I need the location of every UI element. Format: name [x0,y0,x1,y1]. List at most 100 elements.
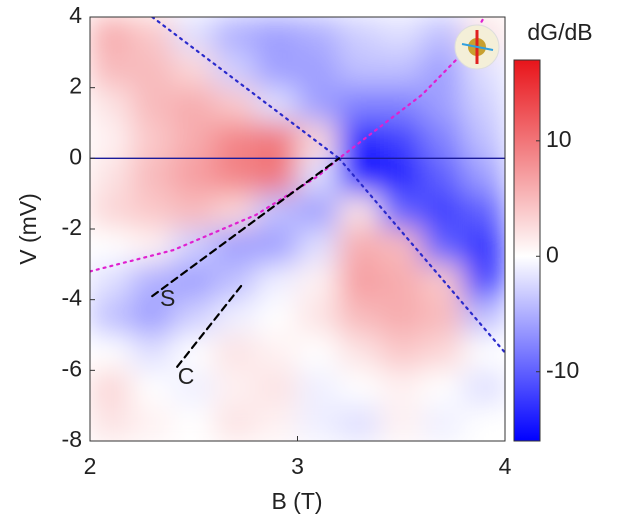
heat-cell [463,263,505,301]
heat-cell [172,17,215,53]
heat-cell [214,51,257,89]
heat-cell [421,87,464,124]
heat-cell [131,299,174,336]
heat-cell [131,122,174,159]
overlay-line [337,157,505,354]
colorbar [513,59,541,442]
heat-cell [214,87,257,124]
heat-cell [380,87,423,124]
heat-cell [255,405,298,441]
heat-cell [297,405,340,441]
heat-cell [297,51,340,89]
heat-cell [297,369,340,407]
heat-cell [131,51,174,89]
heat-cell [90,369,132,407]
heat-cell [338,87,381,124]
overlay-line [151,17,341,160]
heat-cell [90,157,132,195]
heat-cell [90,405,132,441]
y-tick-label: 2 [69,73,82,99]
heat-cell [463,369,505,407]
heat-cell [463,334,505,371]
heat-cell [380,193,423,230]
heat-cell [131,193,174,230]
heatmap [90,17,505,441]
heat-cell [380,51,423,89]
heat-cell [421,157,464,195]
heat-cell [172,51,215,89]
heat-cell [172,405,215,441]
heat-cell [255,369,298,407]
spin-icon [454,24,500,70]
heat-cell [463,157,505,195]
heat-cell [214,157,257,195]
heat-cell [214,334,257,371]
y-tick-label: -6 [62,355,82,381]
heat-cell [255,228,298,265]
heat-cell [297,299,340,336]
heat-cell [90,228,132,265]
heat-cell [463,122,505,159]
heat-cell [255,263,298,301]
heat-cell [172,87,215,124]
heatmap-cells [90,17,505,441]
heat-cell [131,87,174,124]
heat-cell [255,122,298,159]
heat-cell [380,157,423,195]
heat-cell [172,193,215,230]
heat-cell [338,193,381,230]
x-axis-label: B (T) [271,488,322,514]
overlay-line [176,284,243,368]
heat-cell [338,369,381,407]
heat-cell [463,228,505,265]
heat-cell [421,405,464,441]
y-axis-label: V (mV) [15,193,41,265]
annotation: C [178,363,195,389]
heat-cell [421,228,464,265]
heat-cell [90,122,132,159]
heat-cell [338,334,381,371]
overlay-lines [90,17,505,368]
heat-cell [421,263,464,301]
heat-cell [297,228,340,265]
heat-cell [338,228,381,265]
heat-cell [380,17,423,53]
heat-cell [172,263,215,301]
heat-cell [380,122,423,159]
y-tick-label: -8 [62,426,82,452]
heat-cell [131,334,174,371]
heat-cell [214,369,257,407]
heat-cell [338,17,381,53]
heat-cell [90,334,132,371]
heat-cell [463,193,505,230]
y-tick-label: -4 [62,285,83,311]
heat-cell [90,17,132,53]
heat-cell [338,263,381,301]
heat-cell [421,369,464,407]
x-tick-label: 4 [499,453,512,479]
heat-cell [421,299,464,336]
colorbar-tick-label: 10 [546,126,572,152]
heat-cell [380,299,423,336]
heat-cell [255,334,298,371]
heat-cell [297,263,340,301]
heat-cell [131,157,174,195]
heat-cell [131,263,174,301]
heat-cell [297,17,340,53]
colorbar-tick-label: 0 [546,241,559,267]
heat-cell [421,334,464,371]
heat-cell [131,17,174,53]
heat-cell [338,157,381,195]
heat-cell [255,157,298,195]
heat-cell [297,334,340,371]
heat-cell [90,51,132,89]
heat-cell [172,369,215,407]
y-tick-label: 0 [69,143,82,169]
heat-cell [380,405,423,441]
heat-cell [255,51,298,89]
heat-cell [297,87,340,124]
overlay-line [151,157,341,298]
heat-cell [338,51,381,89]
heat-cell [338,405,381,441]
heat-cell [90,193,132,230]
